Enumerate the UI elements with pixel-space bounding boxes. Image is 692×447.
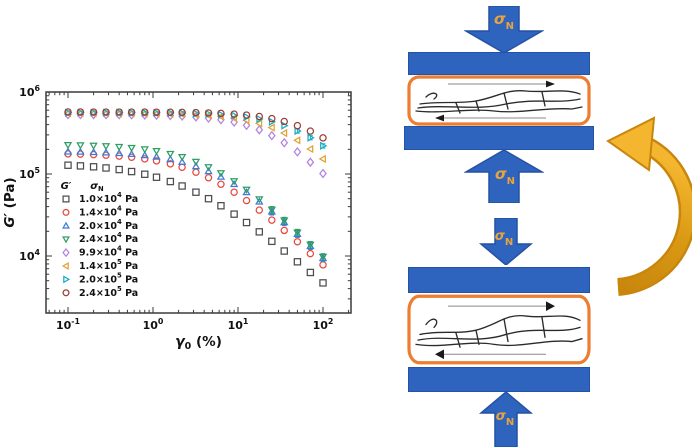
legend-header-gprime: G′ — [61, 181, 72, 192]
top-plate-initial — [408, 267, 590, 293]
y-axis-label: G′ (Pa) — [2, 177, 18, 227]
x-tick-label: 100 — [143, 317, 164, 332]
arrowhead — [606, 116, 656, 172]
sample-box-compressed — [406, 74, 592, 127]
normal-stress-arrow-up-bottom — [478, 392, 534, 447]
x-tick-label: 101 — [228, 317, 249, 332]
legend-item-label: 2.4×105 Pa — [79, 285, 138, 299]
legend: G′ σN1.0×104 Pa1.4×104 Pa2.0×104 Pa2.4×10… — [61, 181, 139, 299]
series-2-4-10-4-Pa — [63, 141, 328, 262]
y-tick-label: 105 — [19, 166, 40, 181]
sample-box-initial — [406, 292, 592, 367]
legend-item: 1.0×104 Pa — [62, 191, 138, 205]
legend-item-label: 2.0×104 Pa — [79, 218, 138, 232]
legend-item: 2.4×104 Pa — [62, 231, 138, 245]
legend-item-label: 1.4×104 Pa — [79, 204, 138, 218]
top-plate-compressed — [408, 52, 590, 75]
plot-frame — [45, 91, 352, 314]
polymer-network — [416, 301, 582, 360]
legend-item-label: 1.0×104 Pa — [79, 191, 138, 205]
x-tick-label: 102 — [313, 317, 334, 332]
polymer-network — [416, 80, 582, 122]
legend-item-label: 9.9×104 Pa — [79, 245, 138, 259]
legend-item-label: 2.4×104 Pa — [79, 231, 138, 245]
bottom-plate-initial — [408, 367, 590, 392]
sigma-n-label: σN — [495, 409, 515, 428]
x-tick-label: 10-1 — [56, 317, 80, 332]
y-tick-label: 106 — [19, 84, 40, 99]
legend-item: 2.4×105 Pa — [62, 285, 138, 299]
sigma-n-label: σN — [494, 165, 516, 187]
legend-item: 9.9×104 Pa — [62, 245, 138, 259]
y-tick-label: 104 — [19, 248, 40, 263]
normal-stress-arrow-down-top — [464, 6, 544, 53]
series-1-0-10-4-Pa — [64, 161, 327, 287]
legend-header-sigma: σN — [90, 181, 104, 193]
bottom-plate-compressed — [404, 126, 594, 150]
normal-stress-arrow-down-bottom — [478, 218, 534, 265]
x-axis-label: γ0 (%) — [175, 334, 222, 352]
sigma-n-label: σN — [494, 229, 514, 248]
legend-item: 1.4×104 Pa — [62, 204, 138, 218]
transition-curved-arrow — [606, 116, 692, 296]
legend-item: 2.0×105 Pa — [63, 271, 138, 285]
normal-stress-arrow-up-top — [464, 150, 544, 203]
legend-item: 1.4×105 Pa — [61, 258, 138, 272]
sigma-n-label: σN — [493, 10, 515, 32]
legend-item: 2.0×104 Pa — [62, 218, 138, 232]
tick-labels: 10-1 100 101 102 104 105 106 — [19, 84, 333, 332]
legend-item-label: 2.0×105 Pa — [79, 271, 138, 285]
axis-ticks — [46, 91, 351, 313]
legend-item-label: 1.4×105 Pa — [79, 258, 138, 272]
series-2-4-10-5-Pa — [64, 108, 327, 142]
